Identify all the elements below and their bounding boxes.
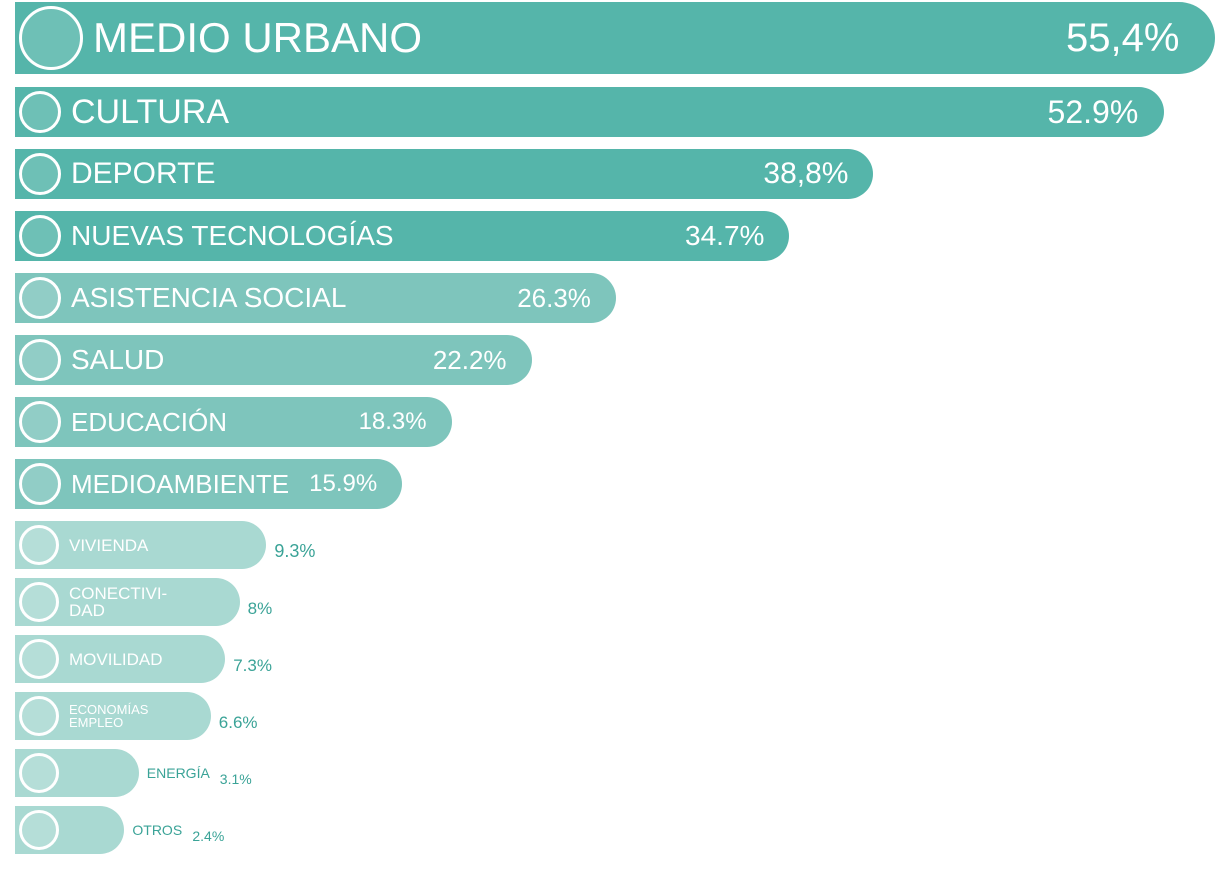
value-label: 26.3% xyxy=(517,283,591,313)
value-label: 9.3% xyxy=(274,541,316,561)
category-label: ECONOMÍAS EMPLEO xyxy=(69,702,149,730)
category-label: ASISTENCIA SOCIAL xyxy=(71,282,347,313)
icon xyxy=(19,639,59,679)
icon xyxy=(19,753,59,793)
value-label: 52.9% xyxy=(1047,94,1139,130)
bar xyxy=(15,335,532,385)
category-label: SALUD xyxy=(71,344,165,375)
value-label: 22.2% xyxy=(432,345,507,375)
category-label: CULTURA xyxy=(71,93,230,131)
category-label: MEDIOAMBIENTE xyxy=(71,469,290,499)
category-label: EDUCACIÓN xyxy=(71,407,228,437)
icon xyxy=(19,696,59,736)
value-label: 18.3% xyxy=(358,408,427,435)
category-label: ENERGÍA xyxy=(146,765,210,781)
icon xyxy=(19,215,61,257)
category-label: OTROS xyxy=(132,822,183,838)
icon xyxy=(19,463,61,505)
icon xyxy=(19,6,83,70)
category-label: MEDIO URBANO xyxy=(93,14,423,61)
bar xyxy=(15,211,790,261)
value-label: 55,4% xyxy=(1066,16,1180,60)
icon xyxy=(19,91,61,133)
category-label: CONECTIVI- DAD xyxy=(69,584,168,620)
icon xyxy=(19,153,61,195)
icon xyxy=(19,810,59,850)
icon xyxy=(19,339,61,381)
bar xyxy=(15,459,403,509)
value-label: 7.3% xyxy=(233,655,272,675)
bar xyxy=(15,2,1215,74)
bar xyxy=(15,149,874,199)
bar xyxy=(15,87,1164,137)
bar xyxy=(15,397,452,447)
value-label: 2.4% xyxy=(192,828,225,844)
value-label: 38,8% xyxy=(763,157,849,190)
category-label: VIVIENDA xyxy=(69,535,149,555)
value-label: 8% xyxy=(247,598,273,618)
icon xyxy=(19,525,59,565)
value-label: 6.6% xyxy=(218,712,258,732)
icon xyxy=(19,582,59,622)
icon xyxy=(19,277,61,319)
icon xyxy=(19,401,61,443)
value-label: 34.7% xyxy=(685,220,765,251)
value-label: 15.9% xyxy=(309,470,378,497)
value-label: 3.1% xyxy=(219,771,252,787)
category-label: NUEVAS TECNOLOGÍAS xyxy=(71,220,394,251)
category-label: DEPORTE xyxy=(71,157,216,190)
bar xyxy=(15,273,617,323)
category-label: MOVILIDAD xyxy=(69,649,163,669)
